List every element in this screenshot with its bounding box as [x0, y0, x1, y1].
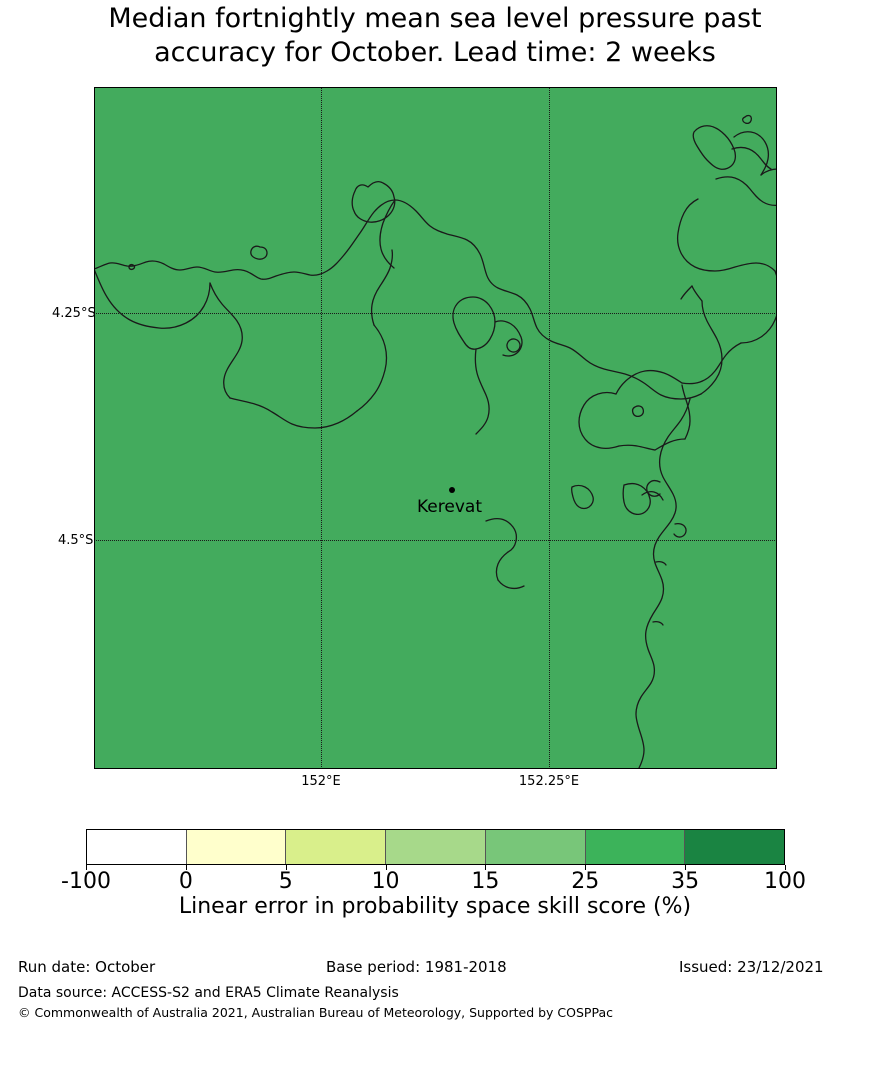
colorbar-tick-1: [185, 865, 187, 870]
gridline-lat-4-5: [94, 540, 777, 541]
station-label-kerevat: Kerevat: [417, 497, 482, 517]
lon-tick-label-152-25: 152.25°E: [518, 774, 580, 789]
gridline-lon-152-25: [549, 87, 550, 769]
colorbar-ticklabel-25: 25: [571, 869, 600, 894]
colorbar-ticklabel-5: 5: [278, 869, 293, 894]
coastline-layer: [94, 114, 777, 769]
footer-metadata-row: Run date: October Base period: 1981-2018…: [0, 958, 870, 982]
colorbar-segment-2: [286, 830, 387, 864]
lon-tick-label-152: 152°E: [301, 774, 341, 789]
colorbar-segment-5: [585, 830, 686, 864]
colorbar-ticklabel-15: 15: [471, 869, 500, 894]
colorbar-ticklabel-100: 100: [764, 869, 806, 894]
footer: Run date: October Base period: 1981-2018…: [0, 958, 870, 1020]
colorbar-segment-6: [685, 830, 785, 864]
lat-tick-label-4-5: 4.5°S: [58, 533, 94, 548]
colorbar-tick-6: [685, 865, 687, 870]
colorbar-axis-label: Linear error in probability space skill …: [178, 894, 692, 919]
colorbar-tick-5: [585, 865, 587, 870]
colorbar-ticklabel-minus100: -100: [61, 869, 111, 894]
chart-title: Median fortnightly mean sea level pressu…: [0, 0, 870, 70]
colorbar-segment-1: [186, 830, 287, 864]
gridline-lat-4-25: [94, 313, 777, 314]
colorbar-ticklabel-35: 35: [671, 869, 700, 894]
colorbar-segment-0: [87, 830, 187, 864]
station-marker-kerevat[interactable]: [449, 487, 455, 493]
colorbar-tick-3: [385, 865, 387, 870]
colorbar-gradient: [86, 829, 785, 865]
lat-tick-label-4-25: 4.25°S: [52, 306, 96, 321]
footer-run-date: Run date: October: [18, 958, 156, 976]
gridline-lon-152: [321, 87, 322, 769]
footer-base-period: Base period: 1981-2018: [326, 958, 507, 976]
chart-title-line2: accuracy for October. Lead time: 2 weeks: [154, 37, 716, 68]
colorbar-tick-0: [86, 865, 87, 870]
map-skill-score-fill: [94, 87, 777, 769]
colorbar-tick-4: [485, 865, 487, 870]
colorbar-ticklabel-0: 0: [178, 869, 193, 894]
colorbar-tick-7: [785, 865, 786, 870]
chart-title-line1: Median fortnightly mean sea level pressu…: [108, 3, 762, 34]
colorbar-segment-4: [485, 830, 586, 864]
colorbar-tick-2: [285, 865, 287, 870]
colorbar-ticklabel-10: 10: [371, 869, 400, 894]
footer-data-source: Data source: ACCESS-S2 and ERA5 Climate …: [18, 985, 399, 1001]
map-plot-area[interactable]: Kerevat: [94, 87, 777, 769]
colorbar-segment-3: [386, 830, 486, 864]
footer-copyright: © Commonwealth of Australia 2021, Austra…: [18, 1005, 613, 1020]
colorbar[interactable]: -100 0 5 10 15 25 35 100: [61, 829, 806, 894]
footer-issued-date: Issued: 23/12/2021: [679, 958, 824, 976]
